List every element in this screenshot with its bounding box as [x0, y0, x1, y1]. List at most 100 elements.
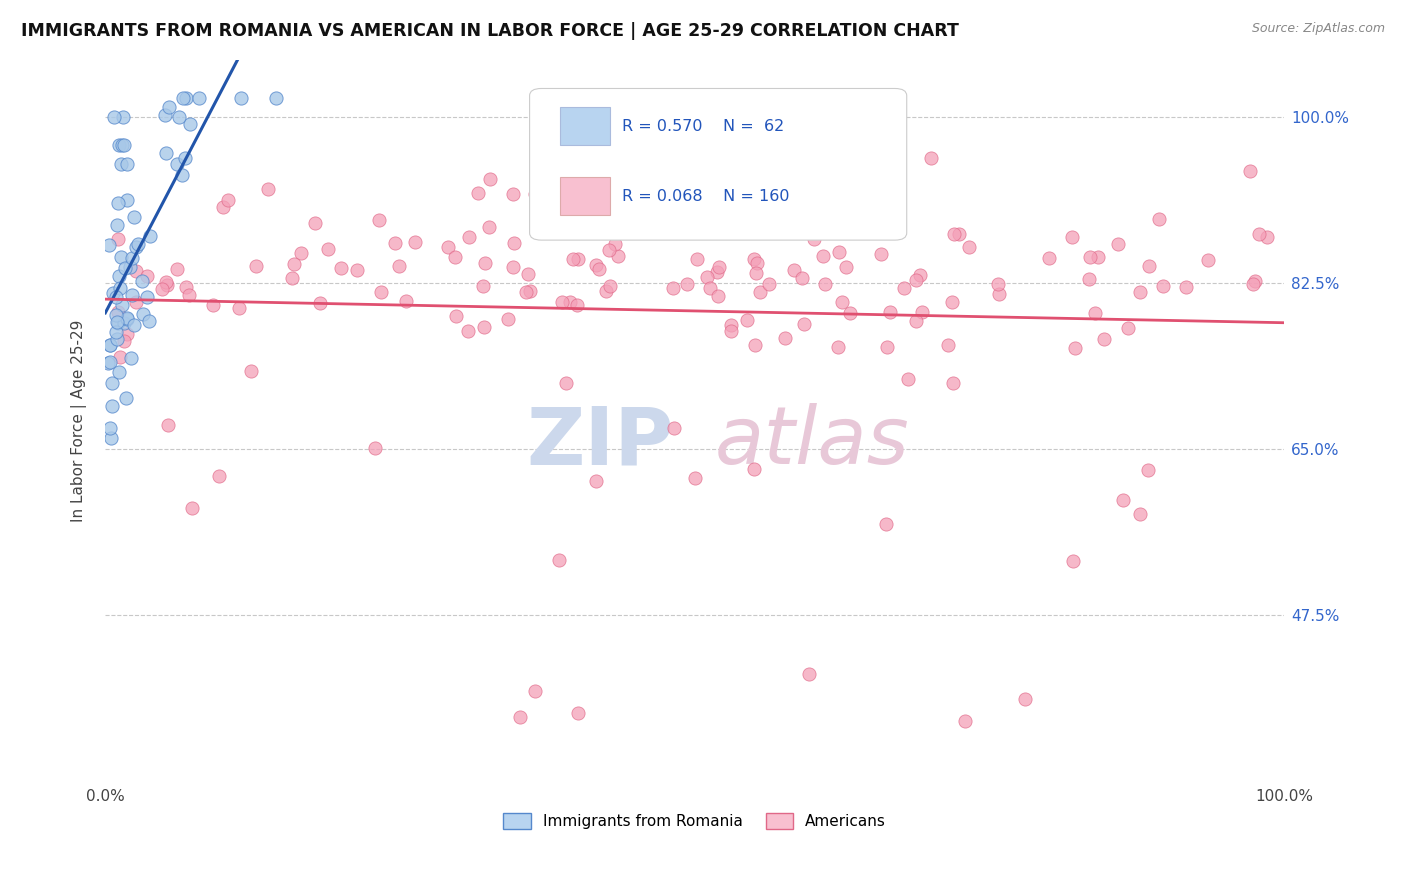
Point	[959, 240, 981, 254]
Point	[176, 90, 198, 104]
Point	[103, 286, 125, 301]
Point	[472, 319, 495, 334]
Point	[474, 256, 496, 270]
Point	[404, 235, 426, 250]
Point	[706, 265, 728, 279]
Point	[181, 500, 204, 515]
Text: atlas: atlas	[716, 403, 910, 482]
Point	[664, 194, 686, 209]
Point	[1136, 463, 1159, 477]
Point	[948, 227, 970, 242]
Point	[720, 324, 742, 338]
Point	[172, 90, 194, 104]
Point	[768, 190, 790, 204]
Point	[121, 251, 143, 265]
Point	[115, 193, 138, 207]
Point	[132, 307, 155, 321]
Point	[153, 108, 176, 122]
Point	[828, 245, 851, 260]
Point	[797, 667, 820, 681]
Point	[478, 219, 501, 234]
Point	[103, 110, 125, 124]
Point	[131, 274, 153, 288]
FancyBboxPatch shape	[560, 107, 610, 145]
Point	[598, 243, 620, 257]
Point	[111, 138, 134, 153]
Point	[942, 376, 965, 390]
Point	[101, 399, 124, 413]
Point	[111, 110, 134, 124]
Point	[395, 294, 418, 309]
Point	[502, 236, 524, 251]
Point	[1152, 279, 1174, 293]
Point	[346, 262, 368, 277]
Point	[870, 247, 893, 261]
Point	[100, 355, 122, 369]
Point	[1129, 285, 1152, 299]
Point	[1137, 259, 1160, 273]
Point	[188, 90, 211, 104]
Point	[585, 474, 607, 488]
Point	[101, 376, 124, 390]
Point	[910, 268, 932, 282]
Point	[558, 295, 581, 310]
Point	[105, 219, 128, 233]
Point	[100, 431, 122, 445]
Text: R = 0.068    N = 160: R = 0.068 N = 160	[621, 188, 789, 203]
Point	[122, 318, 145, 332]
Point	[1239, 164, 1261, 178]
Point	[742, 461, 765, 475]
Point	[202, 298, 225, 312]
Point	[135, 290, 157, 304]
Point	[105, 332, 128, 346]
Point	[104, 325, 127, 339]
Point	[523, 186, 546, 201]
Point	[444, 250, 467, 264]
Point	[1147, 212, 1170, 227]
Point	[567, 706, 589, 721]
Point	[283, 257, 305, 271]
FancyBboxPatch shape	[530, 88, 907, 240]
Point	[458, 229, 481, 244]
Point	[827, 340, 849, 354]
Point	[208, 468, 231, 483]
Point	[1087, 250, 1109, 264]
Point	[792, 271, 814, 285]
Point	[747, 256, 769, 270]
Point	[107, 316, 129, 330]
Point	[1244, 274, 1267, 288]
Point	[446, 310, 468, 324]
Point	[104, 290, 127, 304]
Point	[613, 182, 636, 196]
Point	[472, 279, 495, 293]
Point	[588, 262, 610, 277]
Point	[1014, 692, 1036, 706]
Point	[502, 186, 524, 201]
Point	[97, 357, 120, 371]
Point	[1084, 306, 1107, 320]
Point	[280, 271, 302, 285]
Point	[125, 264, 148, 278]
Point	[212, 200, 235, 214]
Point	[112, 138, 135, 153]
Point	[519, 284, 541, 298]
Point	[167, 110, 190, 124]
Point	[953, 714, 976, 728]
Point	[775, 331, 797, 345]
Point	[920, 152, 942, 166]
Point	[831, 295, 853, 310]
Point	[179, 287, 201, 301]
Point	[174, 152, 197, 166]
Point	[879, 305, 901, 319]
Point	[814, 277, 837, 291]
Point	[156, 418, 179, 433]
Point	[565, 224, 588, 238]
Point	[561, 252, 583, 266]
Point	[139, 229, 162, 244]
Point	[112, 316, 135, 330]
Point	[479, 172, 502, 186]
Point	[1256, 230, 1278, 244]
Point	[155, 145, 177, 160]
Point	[172, 169, 194, 183]
Point	[239, 364, 262, 378]
